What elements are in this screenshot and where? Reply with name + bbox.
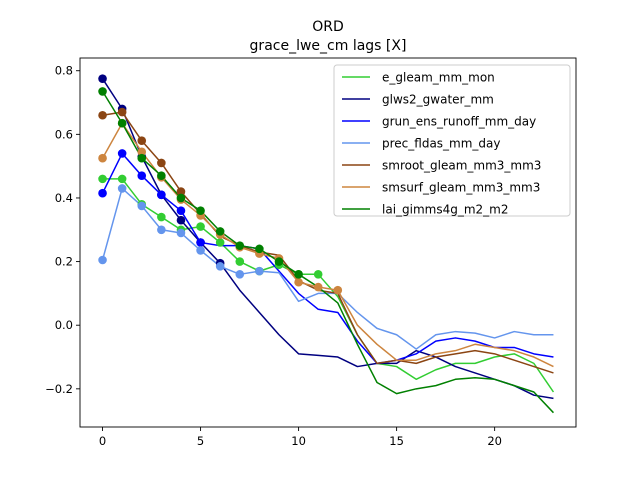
y-tick-label: −0.2 xyxy=(45,382,73,396)
data-point xyxy=(294,277,303,287)
data-point xyxy=(117,107,127,117)
data-point xyxy=(98,255,107,265)
data-point xyxy=(117,174,127,184)
x-tick-label: 15 xyxy=(389,434,404,448)
data-point xyxy=(215,262,225,271)
data-point xyxy=(313,270,323,279)
data-point xyxy=(117,118,127,128)
y-tick-label: 0.8 xyxy=(55,64,73,78)
data-point xyxy=(274,257,284,266)
data-point xyxy=(117,184,127,193)
data-point xyxy=(333,285,343,295)
chart-subtitle: grace_lwe_cm lags [X] xyxy=(250,38,407,54)
x-tick-label: 20 xyxy=(487,434,502,448)
legend-frame xyxy=(333,64,571,217)
data-point xyxy=(157,212,166,222)
x-tick-label: 10 xyxy=(291,434,306,448)
y-tick-label: 0.0 xyxy=(55,318,73,332)
x-tick-label: 5 xyxy=(197,434,204,448)
data-point xyxy=(196,246,205,255)
data-point xyxy=(137,136,147,146)
series-line-4 xyxy=(102,111,554,374)
data-point xyxy=(255,244,264,254)
data-point xyxy=(196,222,205,231)
data-point xyxy=(98,74,107,83)
legend-label: lai_gimms4g_m2_m2 xyxy=(382,203,509,217)
data-point xyxy=(313,282,323,292)
legend-label: glws2_gwater_mm xyxy=(382,93,494,107)
data-point xyxy=(98,188,107,198)
data-point xyxy=(235,270,245,279)
legend-label: e_gleam_mm_mon xyxy=(382,71,495,85)
data-point xyxy=(98,153,107,163)
data-point xyxy=(137,201,147,211)
data-point xyxy=(98,87,107,96)
data-point xyxy=(98,110,107,120)
legend-label: smroot_gleam_mm3_mm3 xyxy=(382,159,541,173)
data-point xyxy=(176,193,186,203)
data-point xyxy=(176,206,186,215)
data-point xyxy=(196,238,205,247)
data-point xyxy=(157,158,166,168)
y-tick-label: 0.4 xyxy=(55,191,73,205)
plot-area: 0 5 10 15 20 −0.2 0.0 0.2 0.4 0.6 0.8 xyxy=(45,57,577,448)
data-point xyxy=(176,228,186,238)
chart-title: ORD xyxy=(312,19,344,35)
data-point xyxy=(157,225,166,235)
data-point xyxy=(157,190,166,200)
y-tick-label: 0.6 xyxy=(55,127,73,141)
data-point xyxy=(215,238,225,247)
data-point xyxy=(235,241,245,250)
axes-frame xyxy=(79,57,577,428)
legend-label: grun_ens_runoff_mm_day xyxy=(382,115,536,129)
data-point xyxy=(137,147,147,157)
data-point xyxy=(255,266,264,276)
data-point xyxy=(157,171,166,180)
data-point xyxy=(215,227,225,236)
x-tick-label: 0 xyxy=(99,434,106,448)
data-point xyxy=(294,270,303,279)
data-point xyxy=(137,171,147,180)
legend-label: smsurf_gleam_mm3_mm3 xyxy=(382,181,540,195)
data-point xyxy=(117,149,127,158)
data-point xyxy=(196,206,205,215)
data-point xyxy=(176,187,186,196)
legend-label: prec_fldas_mm_day xyxy=(382,137,501,151)
y-tick-label: 0.2 xyxy=(55,255,73,269)
legend: e_gleam_mm_mon glws2_gwater_mm grun_ens_ru… xyxy=(333,64,571,217)
data-point xyxy=(176,215,186,225)
data-point xyxy=(137,153,147,163)
data-point xyxy=(235,257,245,266)
data-point xyxy=(98,174,107,184)
series-line-1 xyxy=(101,78,554,400)
